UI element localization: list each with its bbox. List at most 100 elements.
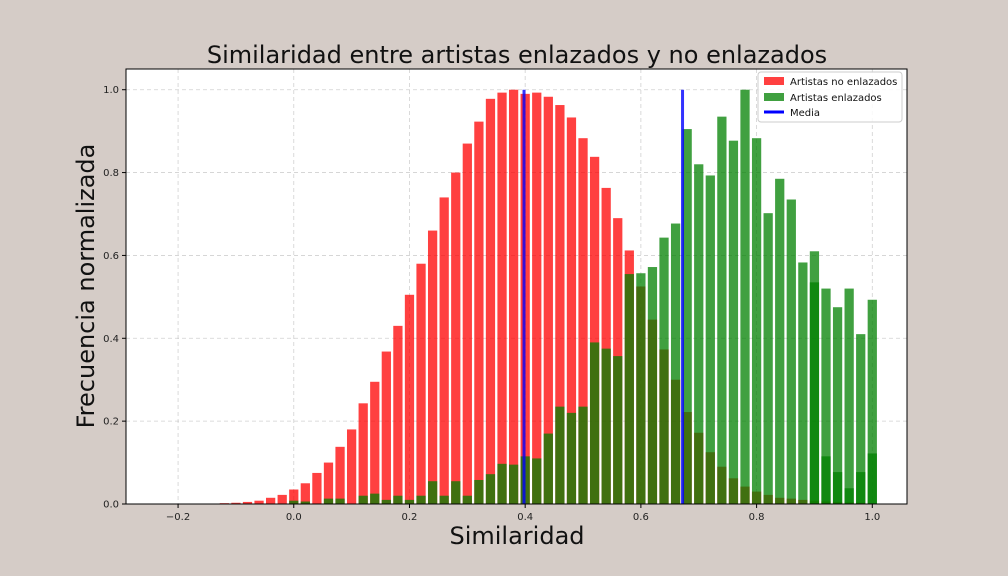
legend: Artistas no enlazados Artistas enlazados… xyxy=(757,71,903,123)
histogram-bar xyxy=(346,429,357,504)
y-axis-label: Frecuencia normalizada xyxy=(72,144,100,429)
histogram-bar xyxy=(555,406,565,504)
y-axis-ticks: 0.0 0.2 0.4 0.6 0.8 1.0 xyxy=(103,85,126,511)
x-tick-label: 0.8 xyxy=(749,512,765,523)
histogram-bar xyxy=(242,501,253,504)
histogram-bar xyxy=(566,117,577,504)
histogram-bar xyxy=(231,502,241,504)
histogram-bar xyxy=(289,489,299,504)
histogram-bar xyxy=(497,92,507,504)
histogram-bar xyxy=(624,274,634,504)
histogram-bar xyxy=(532,458,542,504)
histogram-bar xyxy=(786,199,796,504)
histogram-bar xyxy=(647,267,658,504)
histogram-bar xyxy=(485,474,496,504)
histogram-bar xyxy=(416,495,426,504)
histogram-bar xyxy=(508,89,519,504)
histogram-bar xyxy=(427,481,438,504)
histogram-bar xyxy=(393,325,403,504)
histogram-bar xyxy=(728,140,739,504)
histogram-bar xyxy=(821,288,831,504)
histogram-bar xyxy=(266,497,276,504)
histogram-bar xyxy=(578,138,588,504)
histogram-bar xyxy=(416,263,426,504)
histogram-bar xyxy=(844,288,854,504)
histogram-bar xyxy=(427,230,438,505)
histogram-bar xyxy=(763,213,773,504)
histogram-bar xyxy=(832,307,843,504)
y-tick-label: 0.4 xyxy=(103,334,119,345)
histogram-bar xyxy=(404,294,415,504)
legend-box xyxy=(757,71,903,123)
chart-title: Similaridad entre artistas enlazados y n… xyxy=(207,41,827,69)
histogram-bar xyxy=(543,433,553,504)
histogram-bar xyxy=(370,493,380,504)
histogram-bar xyxy=(254,500,264,504)
histogram-bar xyxy=(497,463,507,504)
histogram-bar xyxy=(867,453,877,504)
histogram-bar xyxy=(659,237,669,504)
histogram-bar xyxy=(832,472,843,504)
histogram-bar xyxy=(751,138,762,504)
legend-swatch-enlazados xyxy=(764,93,784,101)
histogram-bar xyxy=(809,282,820,504)
y-tick-label: 0.6 xyxy=(103,251,119,262)
x-tick-label: 0.2 xyxy=(402,512,418,523)
histogram-bar xyxy=(462,143,472,505)
histogram-bar xyxy=(798,262,808,504)
histogram-bar xyxy=(705,175,715,504)
histogram-bar xyxy=(717,116,727,505)
histogram-bar xyxy=(451,172,461,505)
mean-lines xyxy=(522,89,685,504)
histogram-bar xyxy=(844,488,854,504)
histogram-bar xyxy=(775,178,785,505)
y-tick-label: 1.0 xyxy=(103,85,119,96)
histogram-bar xyxy=(300,483,310,504)
histogram-bar xyxy=(601,348,611,504)
x-tick-label: 0.0 xyxy=(286,512,302,523)
y-tick-label: 0.8 xyxy=(103,168,119,179)
plot-frame xyxy=(125,68,908,505)
histogram-bar xyxy=(439,495,449,504)
histogram-bar xyxy=(381,499,391,504)
histogram-bar xyxy=(532,92,542,504)
histogram-bar xyxy=(508,464,519,504)
histogram-bar xyxy=(578,406,588,504)
histogram-bar xyxy=(474,121,484,504)
legend-swatch-no-enlazados xyxy=(764,77,784,85)
x-tick-label: −0.2 xyxy=(166,512,190,523)
histogram-bar xyxy=(636,273,646,504)
legend-label-media: Media xyxy=(790,108,820,119)
histogram-bar xyxy=(543,96,553,504)
histogram-bar xyxy=(312,472,322,504)
histogram-bar xyxy=(740,89,750,504)
histogram-bar xyxy=(485,98,496,504)
histogram-bar xyxy=(289,500,299,504)
histogram-bar xyxy=(682,129,692,505)
y-tick-label: 0.2 xyxy=(103,417,119,428)
x-tick-label: 0.6 xyxy=(633,512,649,523)
histogram-bar xyxy=(601,187,611,504)
histogram-bar xyxy=(404,499,415,504)
legend-label-no-enlazados: Artistas no enlazados xyxy=(790,77,897,88)
histogram-bar xyxy=(323,498,334,504)
histogram-bar xyxy=(555,105,565,505)
histogram-bar xyxy=(451,481,461,504)
histogram-bar xyxy=(867,299,877,504)
histogram-bar xyxy=(277,494,287,504)
histogram-bar xyxy=(300,501,310,504)
histogram-bar xyxy=(670,223,681,504)
x-tick-label: 0.4 xyxy=(517,512,533,523)
histogram-bar xyxy=(821,456,831,504)
histogram-bar xyxy=(856,472,866,504)
histogram-bar xyxy=(589,342,600,504)
histogram-bar xyxy=(474,479,484,504)
histogram-bar xyxy=(370,381,380,504)
histogram-bar xyxy=(462,495,472,504)
histogram-bar xyxy=(589,156,600,505)
histogram-bar xyxy=(323,462,334,504)
histogram-bar xyxy=(358,403,368,504)
bars-enlazados xyxy=(289,89,877,505)
histogram-bar xyxy=(613,356,623,504)
